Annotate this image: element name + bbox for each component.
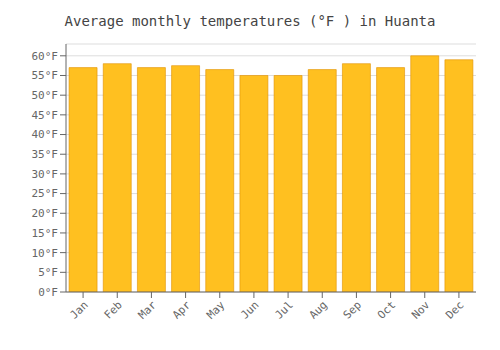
svg-text:15°F: 15°F	[32, 227, 59, 240]
svg-text:55°F: 55°F	[32, 69, 59, 82]
html-text:Average monthly temperatures (: Average monthly temperatures (°F ) in Hu…	[64, 13, 436, 29]
svg-text:5°F: 5°F	[38, 266, 58, 279]
svg-text:Jul: Jul	[272, 298, 295, 321]
svg-text:May: May	[204, 298, 228, 322]
svg-text:40°F: 40°F	[32, 128, 59, 141]
svg-text:0°F: 0°F	[38, 286, 58, 299]
svg-text:10°F: 10°F	[32, 247, 59, 260]
svg-text:45°F: 45°F	[32, 109, 59, 122]
svg-text:Oct: Oct	[375, 298, 398, 321]
svg-text:20°F: 20°F	[32, 207, 59, 220]
svg-text:Dec: Dec	[443, 298, 466, 321]
svg-text:50°F: 50°F	[32, 89, 59, 102]
svg-text:Apr: Apr	[170, 298, 194, 322]
svg-text:60°F: 60°F	[32, 50, 59, 63]
svg-text:Mar: Mar	[136, 298, 160, 322]
svg-text:Sep: Sep	[341, 298, 364, 321]
svg-text:25°F: 25°F	[32, 187, 59, 200]
svg-text:30°F: 30°F	[32, 168, 59, 181]
svg-text:35°F: 35°F	[32, 148, 59, 161]
svg-text:Aug: Aug	[307, 298, 330, 321]
svg-text:Jun: Jun	[238, 298, 261, 321]
svg-text:Jan: Jan	[67, 298, 90, 321]
svg-text:Feb: Feb	[102, 298, 125, 321]
svg-text:Nov: Nov	[409, 298, 433, 322]
